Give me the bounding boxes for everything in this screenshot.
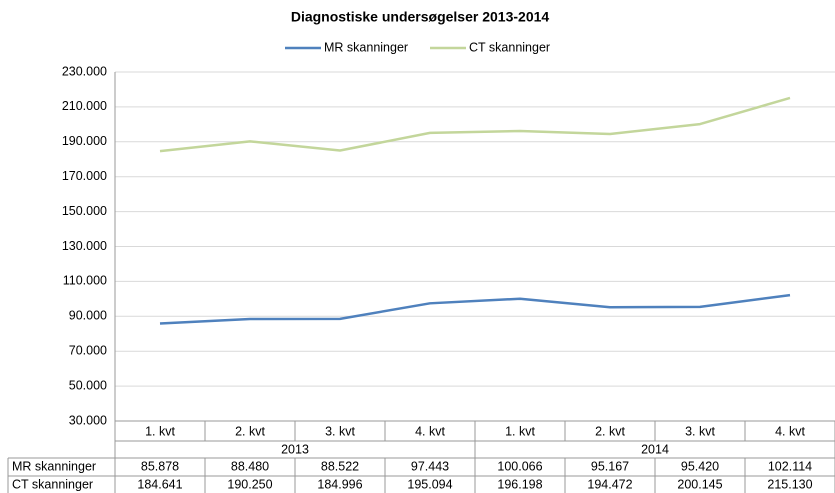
y-tick-label: 170.000	[62, 169, 107, 183]
x-tick-label: 2. kvt	[595, 424, 625, 438]
x-tick-label: 2. kvt	[235, 424, 265, 438]
series-line	[159, 96, 791, 153]
group-label: 2013	[281, 442, 309, 456]
y-tick-label: 130.000	[62, 239, 107, 253]
y-tick-label: 70.000	[69, 343, 107, 357]
table-value: 95.167	[591, 459, 629, 473]
x-tick-label: 4. kvt	[415, 424, 445, 438]
table-value: 95.420	[681, 459, 719, 473]
table-value: 88.522	[321, 459, 359, 473]
x-tick-label: 1. kvt	[505, 424, 535, 438]
table-value: 88.480	[231, 459, 269, 473]
table-value: 196.198	[497, 477, 542, 491]
x-tick-label: 1. kvt	[145, 424, 175, 438]
table-row-header: MR skanninger	[12, 459, 96, 473]
series-line	[159, 293, 791, 325]
table-row-header: CT skanninger	[12, 477, 93, 491]
table-value: 194.472	[587, 477, 632, 491]
x-tick-label: 4. kvt	[775, 424, 805, 438]
table-value: 200.145	[677, 477, 722, 491]
y-tick-label: 30.000	[69, 413, 107, 427]
y-tick-label: 110.000	[63, 274, 107, 288]
y-tick-label: 210.000	[62, 99, 107, 113]
y-tick-label: 90.000	[69, 309, 107, 323]
x-tick-label: 3. kvt	[325, 424, 355, 438]
group-label: 2014	[641, 442, 669, 456]
table-value: 184.641	[137, 477, 182, 491]
legend-label: MR skanninger	[324, 40, 408, 54]
table-value: 195.094	[407, 477, 452, 491]
x-tick-label: 3. kvt	[685, 424, 715, 438]
legend-label: CT skanninger	[469, 40, 550, 54]
table-value: 85.878	[141, 459, 179, 473]
y-tick-label: 50.000	[69, 378, 107, 392]
table-value: 215.130	[767, 477, 812, 491]
y-tick-label: 230.000	[62, 64, 107, 78]
table-value: 190.250	[227, 477, 272, 491]
y-tick-label: 190.000	[62, 134, 107, 148]
chart-title: Diagnostiske undersøgelser 2013-2014	[291, 9, 550, 25]
table-value: 184.996	[317, 477, 362, 491]
table-value: 97.443	[411, 459, 449, 473]
y-tick-label: 150.000	[62, 204, 107, 218]
table-value: 102.114	[768, 459, 812, 473]
table-value: 100.066	[497, 459, 542, 473]
